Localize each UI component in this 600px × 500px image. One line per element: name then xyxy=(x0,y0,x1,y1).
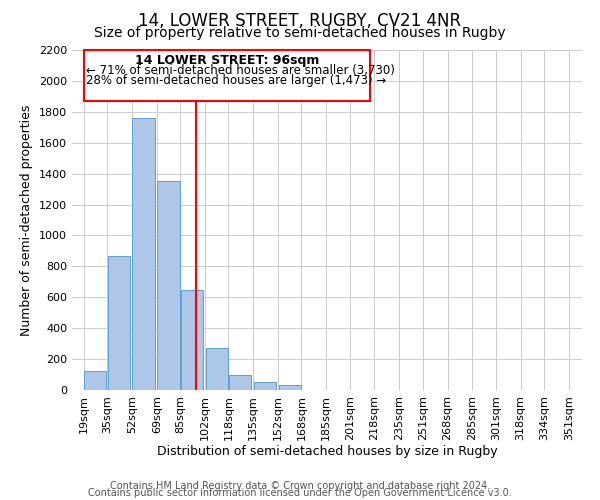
FancyBboxPatch shape xyxy=(83,50,370,101)
Bar xyxy=(133,118,155,390)
Text: Contains HM Land Registry data © Crown copyright and database right 2024.: Contains HM Land Registry data © Crown c… xyxy=(110,481,490,491)
Bar xyxy=(107,256,130,390)
Bar xyxy=(157,182,179,390)
Bar xyxy=(229,374,251,390)
Bar xyxy=(254,382,276,390)
Text: 14, LOWER STREET, RUGBY, CV21 4NR: 14, LOWER STREET, RUGBY, CV21 4NR xyxy=(139,12,461,30)
Text: 28% of semi-detached houses are larger (1,473) →: 28% of semi-detached houses are larger (… xyxy=(86,74,386,87)
Text: ← 71% of semi-detached houses are smaller (3,730): ← 71% of semi-detached houses are smalle… xyxy=(86,64,395,77)
Bar xyxy=(181,290,203,390)
Text: Contains public sector information licensed under the Open Government Licence v3: Contains public sector information licen… xyxy=(88,488,512,498)
Text: 14 LOWER STREET: 96sqm: 14 LOWER STREET: 96sqm xyxy=(135,54,319,67)
Bar xyxy=(278,386,301,390)
Y-axis label: Number of semi-detached properties: Number of semi-detached properties xyxy=(20,104,34,336)
X-axis label: Distribution of semi-detached houses by size in Rugby: Distribution of semi-detached houses by … xyxy=(157,446,497,458)
Text: Size of property relative to semi-detached houses in Rugby: Size of property relative to semi-detach… xyxy=(94,26,506,40)
Bar xyxy=(206,348,228,390)
Bar xyxy=(84,372,106,390)
